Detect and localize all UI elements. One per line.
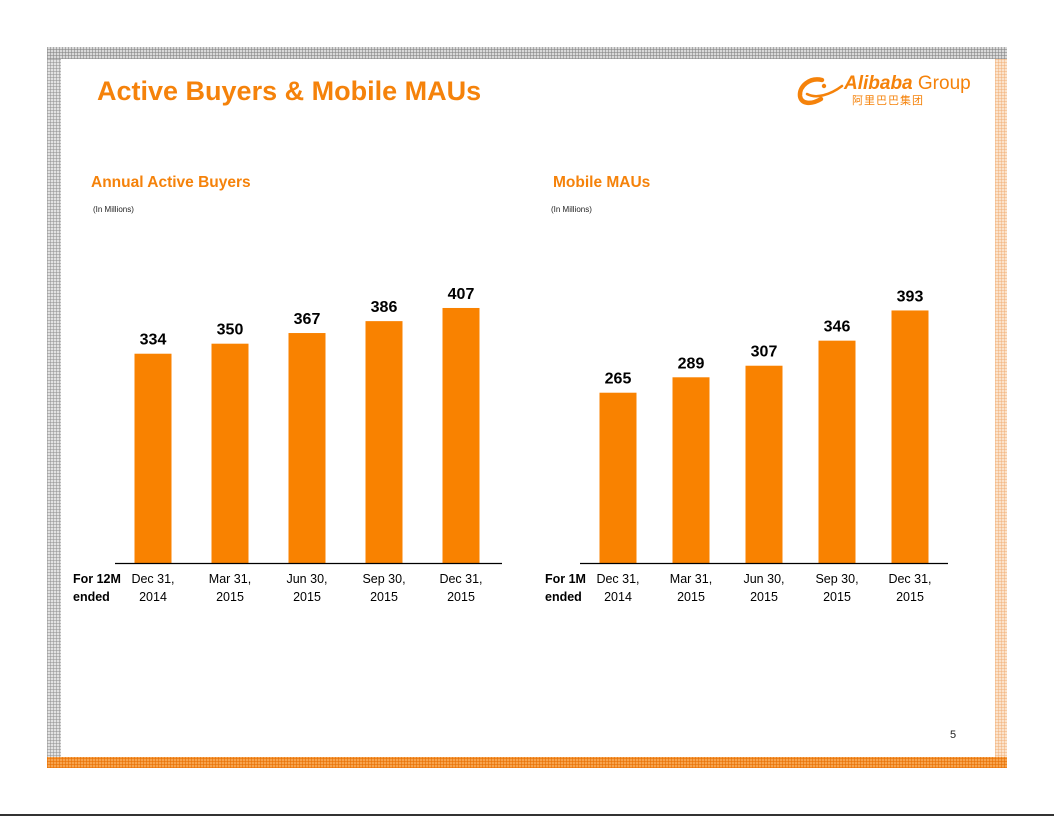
chart-2-period-label: For 1M [545, 572, 586, 586]
chart-2-tick-label: 2015 [750, 590, 778, 604]
slide-left-border [47, 59, 61, 759]
chart-1-bar [211, 343, 249, 563]
chart-1-tick-label: 2014 [139, 590, 167, 604]
chart-2-bar [672, 377, 710, 563]
chart-1-bar [288, 333, 326, 563]
page-bottom-rule [0, 814, 1054, 816]
chart-2-tick-label: Mar 31, [670, 572, 712, 586]
chart-1-bar [365, 321, 403, 563]
slide-bottom-border [47, 757, 1007, 768]
chart-2-bar [599, 392, 637, 563]
page-title: Active Buyers & Mobile MAUs [97, 76, 482, 106]
chart-2-tick-label: 2014 [604, 590, 632, 604]
chart-1-tick-label: 2015 [447, 590, 475, 604]
chart-2-title: Mobile MAUs [553, 174, 651, 191]
chart-2-bar [745, 365, 783, 563]
logo-wordmark: Alibaba Group [844, 74, 971, 94]
chart-1-bar [134, 353, 172, 563]
chart-1-tick-label: 2015 [293, 590, 321, 604]
chart-1-tick-label: Jun 30, [286, 572, 327, 586]
chart-1-unit: (In Millions) [93, 205, 134, 214]
chart-1-data-label: 386 [371, 299, 398, 316]
chart-2-data-label: 265 [605, 371, 632, 388]
chart-2-bar [891, 310, 929, 563]
chart-1-period-label: For 12M [73, 572, 121, 586]
logo-brand: Alibaba [844, 73, 913, 94]
chart-1-tick-label: Dec 31, [131, 572, 174, 586]
chart-2-tick-label: Dec 31, [888, 572, 931, 586]
chart-2-bar [818, 340, 856, 563]
chart-2-tick-label: Dec 31, [596, 572, 639, 586]
alibaba-logo: Alibaba Group 阿里巴巴集团 [796, 74, 986, 110]
chart-1-period-label: ended [73, 590, 110, 604]
alibaba-smile-icon [797, 77, 844, 106]
chart-2-data-label: 393 [897, 288, 924, 305]
chart-2-data-label: 307 [751, 344, 778, 361]
chart-2-tick-label: Sep 30, [815, 572, 858, 586]
chart-1-bar [442, 307, 480, 563]
chart-1-tick-label: Dec 31, [439, 572, 482, 586]
chart-1-data-label: 334 [140, 332, 167, 349]
chart-1-tick-label: Mar 31, [209, 572, 251, 586]
chart-2-data-label: 346 [824, 319, 851, 336]
chart-2-tick-label: Jun 30, [743, 572, 784, 586]
chart-1-tick-label: 2015 [370, 590, 398, 604]
slide-top-border [47, 47, 1007, 59]
chart-1-data-label: 367 [294, 311, 321, 328]
chart-2-tick-label: 2015 [823, 590, 851, 604]
chart-1-tick-label: Sep 30, [362, 572, 405, 586]
chart-1-data-label: 350 [217, 322, 244, 339]
chart-2-unit: (In Millions) [551, 205, 592, 214]
chart-2-period-label: ended [545, 590, 582, 604]
chart-2-tick-label: 2015 [677, 590, 705, 604]
logo-group: Group [917, 73, 971, 94]
chart-2-data-label: 289 [678, 355, 705, 372]
chart-1-data-label: 407 [448, 286, 475, 303]
chart-1-tick-label: 2015 [216, 590, 244, 604]
chart-1-title: Annual Active Buyers [91, 174, 251, 191]
chart-2-tick-label: 2015 [896, 590, 924, 604]
slide-right-border [995, 59, 1007, 759]
logo-chinese: 阿里巴巴集团 [852, 95, 924, 107]
page-number: 5 [950, 729, 957, 741]
